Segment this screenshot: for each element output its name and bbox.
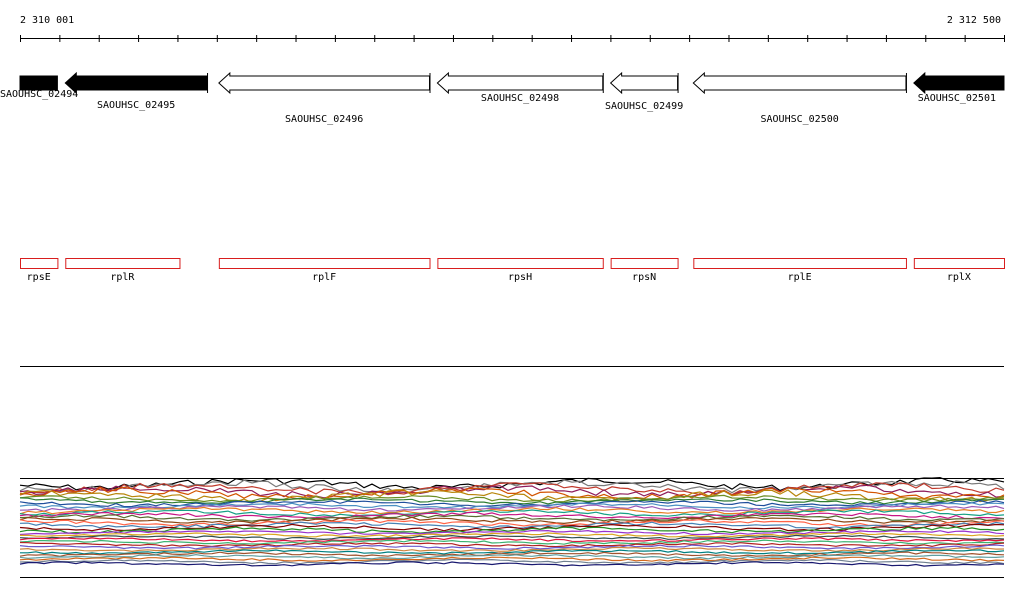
coverage-line <box>19 558 1005 565</box>
gene-label: SAOUHSC_02496 <box>285 114 363 125</box>
gene-arrow-shape <box>436 71 604 95</box>
gene-label: SAOUHSC_02495 <box>97 100 175 111</box>
gene-label: SAOUHSC_02498 <box>481 93 559 104</box>
coverage-line <box>19 539 1005 545</box>
gene-arrow-shape <box>609 71 679 95</box>
coverage-line <box>19 509 1005 517</box>
coverage-line <box>19 526 1005 534</box>
coverage-line <box>19 546 1005 553</box>
annotation-feature[interactable]: rpsN <box>610 258 679 284</box>
annotation-box <box>20 258 59 269</box>
coverage-line <box>19 541 1005 548</box>
gene-arrow[interactable]: SAOUHSC_02494 <box>0 75 78 100</box>
ruler-ticks <box>20 35 1005 42</box>
position-ruler: 2 310 001 2 312 500 <box>20 15 1005 42</box>
annotation-feature[interactable]: rplE <box>693 258 907 284</box>
annotation-box <box>437 258 604 269</box>
ruler-end-label: 2 312 500 <box>947 15 1001 26</box>
gene-arrow-shape <box>64 71 208 95</box>
gene-label: SAOUHSC_02501 <box>918 93 996 104</box>
annotation-feature[interactable]: rplX <box>913 258 1005 284</box>
annotation-box <box>218 258 431 269</box>
coverage-line <box>19 518 1005 527</box>
coverage-line <box>19 534 1005 541</box>
annotation-feature[interactable]: rplR <box>65 258 181 284</box>
coverage-line <box>19 484 1005 499</box>
gene-arrow-shape <box>19 75 58 91</box>
gene-arrow[interactable]: SAOUHSC_02495 <box>64 71 209 111</box>
annotation-label: rpsN <box>632 272 656 283</box>
coverage-line <box>20 549 1005 555</box>
coverage-line <box>19 532 1005 538</box>
annotation-label: rplR <box>110 272 135 283</box>
coverage-line <box>19 511 1005 520</box>
annotation-box <box>693 258 907 269</box>
coverage-line <box>19 514 1005 522</box>
coverage-line <box>19 497 1005 505</box>
coverage-line <box>19 529 1005 536</box>
ruler-start-label: 2 310 001 <box>20 15 74 26</box>
gene-label: SAOUHSC_02499 <box>605 101 683 112</box>
coverage-line <box>19 494 1005 503</box>
coverage-line <box>19 516 1005 525</box>
gene-label: SAOUHSC_02500 <box>760 114 838 125</box>
annotation-label: rpsH <box>508 272 532 283</box>
annotation-box <box>913 258 1005 269</box>
annotation-label: rpsE <box>27 272 51 283</box>
coverage-track <box>19 476 1005 578</box>
annotation-box <box>65 258 181 269</box>
gene-arrow[interactable]: SAOUHSC_02499 <box>605 71 683 112</box>
annotation-box <box>610 258 679 269</box>
coverage-line <box>19 537 1005 543</box>
annotation-feature[interactable]: rpsH <box>437 258 604 284</box>
gene-label: SAOUHSC_02494 <box>0 89 78 100</box>
coverage-line <box>19 556 1005 562</box>
annotation-label: rplF <box>312 272 336 283</box>
coverage-line <box>19 506 1005 515</box>
coverage-line <box>19 551 1005 557</box>
gene-arrow[interactable]: SAOUHSC_02496 <box>218 71 431 125</box>
gene-arrow-shape <box>692 71 907 95</box>
annotation-feature[interactable]: rpsE <box>20 258 59 284</box>
coverage-lines <box>19 476 1005 567</box>
annotation-feature[interactable]: rplF <box>218 258 431 284</box>
annotation-label: rplX <box>947 272 971 283</box>
gene-track: SAOUHSC_02494 SAOUHSC_02495 SAOUHSC_02496 S… <box>0 71 1005 125</box>
gene-arrow[interactable]: SAOUHSC_02498 <box>436 71 604 104</box>
coverage-line <box>19 504 1005 512</box>
coverage-line <box>19 561 1005 567</box>
gene-arrow[interactable]: SAOUHSC_02500 <box>692 71 907 125</box>
gene-arrow-shape <box>913 71 1005 95</box>
gene-arrow-shape <box>218 71 431 95</box>
coverage-line <box>19 544 1005 550</box>
coverage-line <box>19 489 1005 504</box>
annotation-label: rplE <box>788 272 812 283</box>
annotation-track: rpsE rplR rplF rpsH rpsN rplE rplX <box>20 258 1005 284</box>
coverage-line <box>19 553 1005 560</box>
coverage-line <box>19 486 1005 501</box>
gene-arrow[interactable]: SAOUHSC_02501 <box>913 71 1005 104</box>
